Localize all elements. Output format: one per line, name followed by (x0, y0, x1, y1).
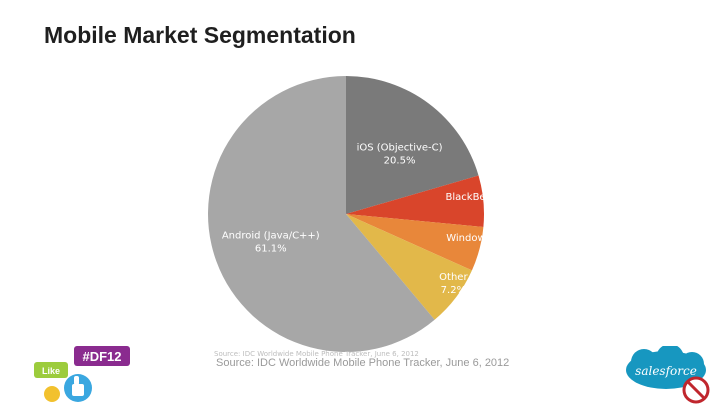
pie-slice-windows-phone (346, 214, 484, 271)
df12-badge-text: #DF12 (82, 349, 121, 364)
like-tag-text: Like (42, 366, 60, 376)
slice-value-other: 7.2% (441, 285, 466, 296)
slice-label-blackberry: BlackBerry (Java/C++) (446, 192, 559, 203)
pie-slice-blackberry (346, 175, 484, 227)
slice-value-ios: 20.5% (384, 155, 416, 166)
source-note-ghost: Source: IDC Worldwide Mobile Phone Track… (214, 350, 419, 358)
slice-label-windows-phone: Windows Phone (C#) (446, 233, 551, 244)
slice-label-ios: iOS (Objective-C) (357, 142, 443, 153)
slide-title: Mobile Market Segmentation (44, 22, 356, 48)
pie-slice-android (207, 76, 435, 353)
source-note: Source: IDC Worldwide Mobile Phone Track… (216, 357, 510, 369)
salesforce-logo: salesforce (626, 346, 710, 404)
slice-value-android: 61.1% (255, 243, 287, 254)
salesforce-wordmark: salesforce (635, 364, 697, 378)
slice-value-blackberry: 6.0% (489, 205, 514, 216)
pie-slice-ios (346, 76, 479, 214)
pie-slice-other (346, 214, 472, 320)
df12-logo: Like #DF12 (34, 346, 130, 402)
df12-badge (74, 346, 130, 366)
slice-label-android: Android (Java/C++) (222, 230, 320, 241)
slice-value-windows-phone: 5.2% (486, 246, 511, 257)
like-tag (34, 362, 68, 378)
slice-label-other: Other (439, 272, 468, 283)
